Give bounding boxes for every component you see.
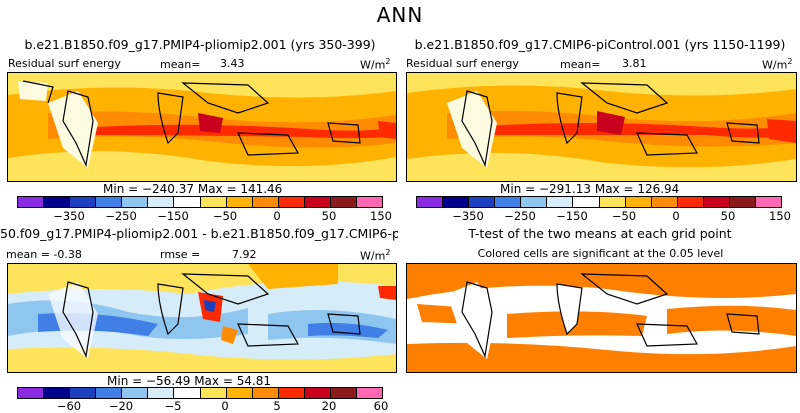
colorbar-tick-label: −250 [105,209,137,223]
colorbar-ticks-pliomip: −350 −250 −150 −50 0 50 150 [17,209,392,223]
units-label: W/m2 [762,57,793,72]
variable-label: Residual surf energy [406,57,519,70]
colorbar-swatch [96,388,123,398]
mean-value: 3.43 [220,57,245,70]
colorbar-ticks-picontrol: −350 −250 −150 −50 0 50 150 [416,209,791,223]
colorbar-swatch [18,388,45,398]
colorbar-tick-label: 20 [321,399,337,413]
colorbar-tick-label: −150 [556,209,588,223]
minmax-pliomip: Min = −240.37 Max = 141.46 [103,182,283,196]
colorbar-swatch [304,388,331,398]
colorbar-swatch [226,388,253,398]
mean-label: mean= [560,58,601,71]
map-ttest [406,263,797,373]
colorbar-tick-label: 60 [373,399,389,413]
rmse-value: 7.92 [232,248,257,261]
colorbar-swatch [148,388,175,398]
panel-title-difference: 50.f09_g17.PMIP4-pliomip2.001 - b.e21.B1… [0,226,398,241]
colorbar-swatch [651,197,678,207]
minmax-picontrol: Min = −291.13 Max = 126.94 [500,182,680,196]
colorbar-tick-label: 50 [720,209,736,223]
mean-label: mean= [160,58,201,71]
units-label: W/m2 [360,57,391,72]
colorbar-swatch [278,388,305,398]
map-pliomip [7,72,397,182]
colorbar-tick-label: −20 [108,399,134,413]
colorbar-tick-label: −350 [452,209,484,223]
colorbar-tick-label: −50 [212,209,238,223]
colorbar-difference [17,387,383,399]
colorbar-swatch [174,197,201,207]
colorbar-swatch [599,197,626,207]
colorbar-tick-label: −150 [157,209,189,223]
colorbar-swatch [729,197,757,207]
colorbar-swatch [357,197,383,207]
colorbar-swatch [547,197,574,207]
colorbar-swatch [278,197,305,207]
panel-title-pliomip: b.e21.B1850.f09_g17.PMIP4-pliomip2.001 (… [24,37,376,52]
colorbar-tick-label: −60 [56,399,82,413]
units-label: W/m2 [360,248,391,263]
minmax-difference: Min = −56.49 Max = 54.81 [107,374,272,388]
colorbar-tick-label: −250 [504,209,536,223]
colorbar-swatch [44,388,71,398]
colorbar-tick-label: 50 [321,209,337,223]
colorbar-swatch [44,197,71,207]
figure-title: ANN [376,3,424,27]
colorbar-swatch [122,388,149,398]
diff-mean: mean = -0.38 [6,248,82,261]
colorbar-swatch [703,197,730,207]
colorbar-tick-label: 0 [672,209,680,223]
colorbar-swatch [252,388,279,398]
colorbar-swatch [96,197,123,207]
colorbar-swatch [200,388,227,398]
variable-label: Residual surf energy [8,57,121,70]
colorbar-tick-label: 150 [370,209,392,223]
colorbar-swatch [495,197,522,207]
colorbar-swatch [304,197,331,207]
colorbar-swatch [148,197,175,207]
colorbar-tick-label: −350 [53,209,85,223]
colorbar-tick-label: 0 [273,209,281,223]
colorbar-swatch [443,197,470,207]
colorbar-swatch [122,197,149,207]
colorbar-pliomip [17,196,383,208]
colorbar-tick-label: −50 [611,209,637,223]
colorbar-picontrol [416,196,782,208]
colorbar-swatch [417,197,444,207]
panel-title-ttest: T-test of the two means at each grid poi… [468,226,732,241]
colorbar-swatch [521,197,548,207]
colorbar-swatch [70,388,97,398]
colorbar-swatch [330,388,358,398]
colorbar-swatch [70,197,97,207]
map-difference [7,263,397,373]
colorbar-swatch [226,197,253,207]
colorbar-swatch [200,197,227,207]
colorbar-swatch [330,197,358,207]
colorbar-tick-label: 5 [273,399,281,413]
map-picontrol [406,72,797,182]
mean-value: 3.81 [622,57,647,70]
colorbar-swatch [357,388,383,398]
colorbar-swatch [252,197,279,207]
colorbar-ticks-difference: −60 −20 −5 0 5 20 60 [17,399,388,413]
colorbar-swatch [469,197,496,207]
colorbar-swatch [18,197,45,207]
colorbar-swatch [174,388,201,398]
colorbar-swatch [677,197,704,207]
colorbar-tick-label: −5 [164,399,182,413]
ttest-subtitle: Colored cells are significant at the 0.0… [477,247,724,260]
colorbar-tick-label: 150 [769,209,791,223]
colorbar-tick-label: 0 [221,399,229,413]
panel-title-picontrol: b.e21.B1850.f09_g17.CMIP6-piControl.001 … [414,37,786,52]
colorbar-swatch [756,197,782,207]
colorbar-swatch [573,197,600,207]
rmse-label: rmse = [160,248,201,261]
colorbar-swatch [625,197,652,207]
